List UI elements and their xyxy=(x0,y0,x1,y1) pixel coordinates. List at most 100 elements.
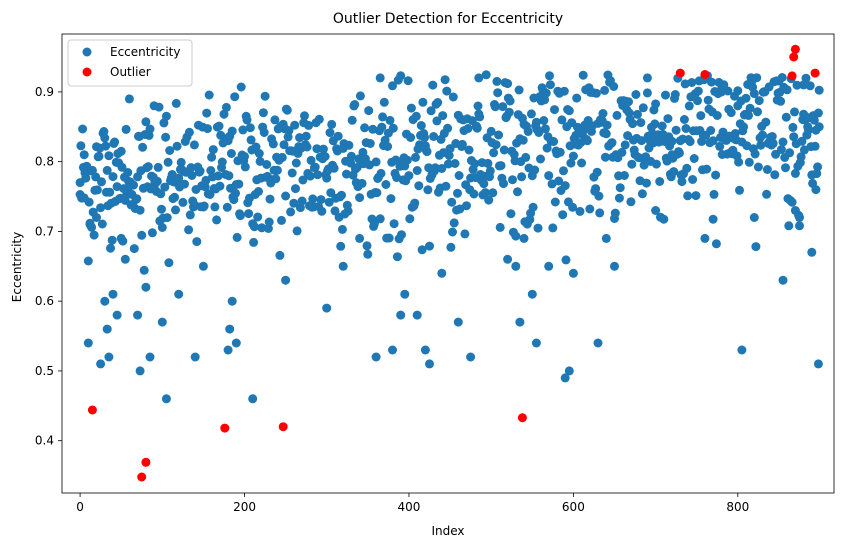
y-tick-label: 0.8 xyxy=(35,155,54,169)
data-point xyxy=(208,145,218,155)
data-point xyxy=(376,168,386,178)
data-point xyxy=(561,255,571,265)
data-point xyxy=(683,191,693,201)
data-point xyxy=(417,245,427,255)
data-point xyxy=(85,219,95,229)
data-point xyxy=(305,171,315,181)
data-point xyxy=(234,179,244,189)
data-point xyxy=(795,221,804,231)
data-point xyxy=(388,81,397,91)
data-point xyxy=(691,191,701,201)
data-point xyxy=(470,159,480,169)
data-point xyxy=(120,254,130,264)
data-point xyxy=(236,82,246,92)
data-point xyxy=(402,155,412,165)
data-point xyxy=(684,101,694,111)
data-point xyxy=(396,71,406,81)
data-point xyxy=(593,338,603,348)
data-point xyxy=(767,132,777,141)
y-axis-label: Eccentricity xyxy=(10,232,24,302)
data-point xyxy=(807,247,817,257)
data-point xyxy=(404,171,414,181)
x-tick-label: 200 xyxy=(233,500,256,514)
data-point xyxy=(242,115,252,125)
data-point xyxy=(281,275,291,285)
data-point xyxy=(448,92,458,102)
data-point xyxy=(416,121,426,130)
outlier-point xyxy=(87,405,97,415)
data-point xyxy=(679,115,689,124)
data-point xyxy=(607,138,617,148)
data-point xyxy=(744,111,753,120)
data-point xyxy=(219,109,229,119)
data-point xyxy=(610,261,619,271)
outlier-point xyxy=(810,68,820,78)
data-point xyxy=(600,85,610,95)
data-point xyxy=(174,289,184,299)
data-point xyxy=(227,126,237,136)
data-point xyxy=(558,210,568,220)
data-point xyxy=(117,162,127,172)
data-point xyxy=(284,126,294,136)
data-point xyxy=(674,148,684,158)
data-point xyxy=(270,115,280,125)
data-point xyxy=(262,160,272,169)
data-point xyxy=(531,117,541,127)
data-point xyxy=(190,352,200,362)
axes-layer: 0 200 400 600 800 0.4 0.5 0.6 0.7 0.8 0.9 xyxy=(35,33,835,514)
data-point xyxy=(689,154,699,163)
data-point xyxy=(428,80,438,90)
data-point xyxy=(446,242,456,252)
data-point xyxy=(450,159,460,168)
data-point xyxy=(287,168,297,178)
data-point xyxy=(663,114,673,124)
data-point xyxy=(617,147,627,157)
data-point xyxy=(718,127,728,137)
data-point xyxy=(453,188,462,198)
data-point xyxy=(101,141,111,151)
data-point xyxy=(187,171,197,180)
data-point xyxy=(712,111,722,120)
data-point xyxy=(108,289,118,299)
data-point xyxy=(145,124,155,134)
data-point xyxy=(472,123,482,133)
data-point xyxy=(790,107,799,117)
data-point xyxy=(598,109,608,118)
data-point xyxy=(153,162,163,172)
data-point xyxy=(762,189,772,199)
data-point xyxy=(184,225,194,235)
data-point xyxy=(157,223,167,232)
data-point xyxy=(78,124,88,134)
data-point xyxy=(706,126,716,135)
data-point xyxy=(778,137,788,147)
outlier-point xyxy=(675,68,685,78)
data-point xyxy=(377,122,387,132)
data-point xyxy=(235,211,245,221)
data-point xyxy=(464,145,474,155)
x-tick-label: 0 xyxy=(76,500,84,514)
data-point xyxy=(677,177,687,187)
data-point xyxy=(594,191,604,201)
data-point xyxy=(707,77,716,87)
data-point xyxy=(669,167,679,177)
data-point xyxy=(420,132,430,142)
data-point xyxy=(548,223,558,233)
data-point xyxy=(161,394,171,404)
data-point xyxy=(318,144,328,154)
data-point xyxy=(279,140,289,150)
data-point xyxy=(327,119,337,129)
data-point xyxy=(161,111,171,121)
data-point xyxy=(246,135,256,145)
data-point xyxy=(681,124,691,133)
data-point xyxy=(254,149,264,158)
data-point xyxy=(329,163,339,173)
data-point xyxy=(102,165,112,175)
data-point xyxy=(156,189,166,199)
data-point xyxy=(485,166,495,176)
data-point xyxy=(83,256,93,266)
data-point xyxy=(790,168,800,178)
data-point xyxy=(637,189,647,199)
data-point xyxy=(733,86,743,96)
data-point xyxy=(363,249,373,259)
